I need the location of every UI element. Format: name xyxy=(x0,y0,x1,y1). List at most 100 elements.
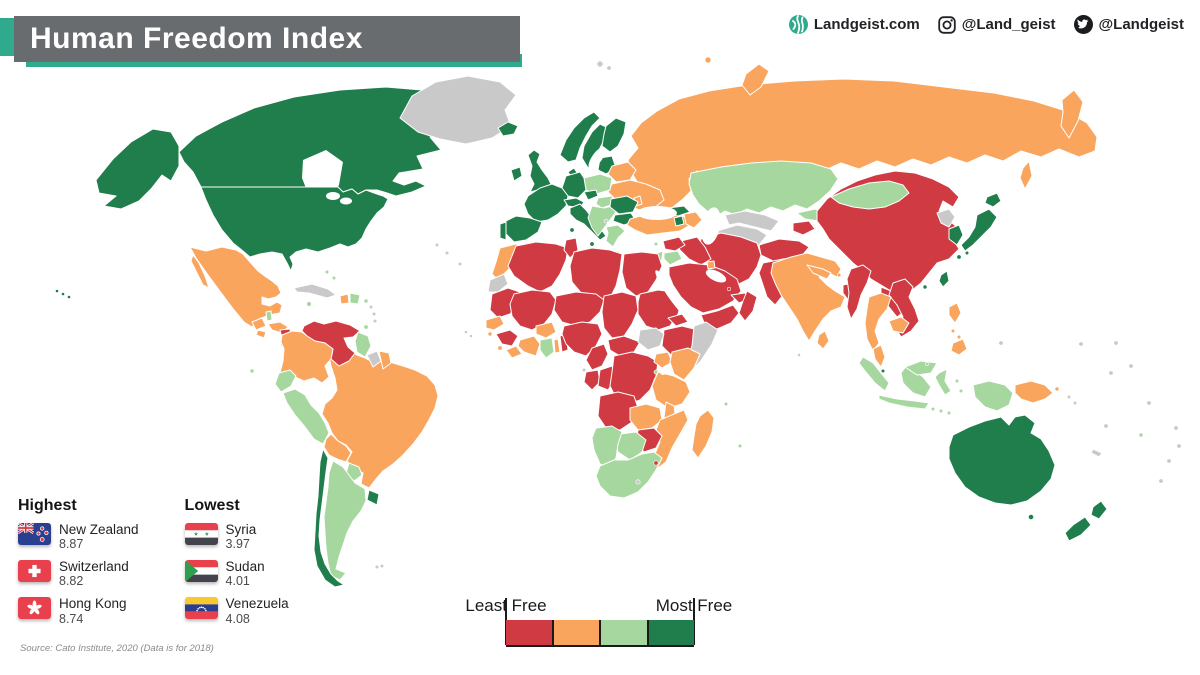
baltic-sea xyxy=(588,146,606,170)
balkan-microstates xyxy=(603,218,609,224)
legend-country-score: 8.87 xyxy=(59,537,84,552)
equatorial-guinea xyxy=(581,367,587,373)
norway xyxy=(559,111,601,163)
twitter-link[interactable]: @Landgeist xyxy=(1073,15,1184,34)
legend-country-name: Switzerland xyxy=(59,559,129,575)
papua-indonesia xyxy=(972,380,1014,412)
title-bar: Human Freedom Index xyxy=(14,16,520,62)
lesser-antilles-3 xyxy=(372,318,378,324)
romania xyxy=(609,195,639,215)
website-link[interactable]: Landgeist.com xyxy=(788,15,920,34)
page-title: Human Freedom Index xyxy=(30,22,363,55)
website-label: Landgeist.com xyxy=(813,16,920,33)
galapagos xyxy=(249,368,255,374)
malaysia-peninsula xyxy=(872,344,886,368)
branding-bar: Landgeist.com @Land_geist @Landgeist xyxy=(788,15,1184,34)
canary-islands xyxy=(457,261,463,267)
hawaii xyxy=(55,289,59,293)
new-caledonia xyxy=(1090,448,1103,458)
lesser-sunda-2 xyxy=(938,408,944,414)
singapore xyxy=(880,368,886,374)
niger xyxy=(553,291,605,327)
solomon-islands xyxy=(1066,394,1072,400)
armenia xyxy=(673,215,685,227)
flag-sudan-icon xyxy=(184,560,218,583)
libya xyxy=(569,247,623,301)
falklands xyxy=(374,564,380,570)
instagram-link[interactable]: @Land_geist xyxy=(938,15,1056,34)
swatch-most-free xyxy=(646,620,694,645)
cyprus xyxy=(653,241,659,247)
trinidad xyxy=(363,324,369,330)
legend-row-hong-kong: Hong Kong 8.74 xyxy=(18,597,139,626)
papua-new-guinea xyxy=(1014,380,1054,404)
hungary-slovakia xyxy=(595,195,615,209)
lesser-antilles-2 xyxy=(371,311,377,317)
greece xyxy=(605,224,626,248)
persian-gulf xyxy=(705,269,727,283)
thailand xyxy=(864,292,892,352)
cape-verde-2 xyxy=(469,334,473,338)
uruguay xyxy=(366,489,380,506)
ghana xyxy=(539,337,555,359)
swatch-more-free xyxy=(599,620,647,645)
black-sea xyxy=(637,206,677,220)
red-sea xyxy=(655,270,691,320)
eswatini xyxy=(653,460,659,466)
jamaica xyxy=(306,301,312,307)
ireland xyxy=(510,166,523,182)
sumatra xyxy=(858,356,890,392)
tasmania xyxy=(1028,514,1034,520)
sicily xyxy=(589,241,595,247)
ecuador xyxy=(274,369,297,393)
legend-highest-title: Highest xyxy=(18,497,77,514)
title-accent xyxy=(0,18,14,56)
madeira xyxy=(444,250,450,256)
pacific-island-2 xyxy=(1078,341,1084,347)
jordan xyxy=(663,250,683,266)
burkina-faso xyxy=(535,321,557,339)
pacific-island-9 xyxy=(1176,443,1182,449)
hong-kong xyxy=(922,284,928,290)
cuba xyxy=(293,283,337,299)
legend-country-name: New Zealand xyxy=(59,522,139,537)
maldives xyxy=(797,353,801,357)
solomon-islands-2 xyxy=(1072,400,1078,406)
cameroon xyxy=(585,343,609,371)
legend-row-sudan: Sudan 4.01 xyxy=(184,559,289,589)
chile xyxy=(313,448,345,588)
sierra-leone xyxy=(497,345,503,351)
south-korea xyxy=(948,224,964,246)
legend-row-new-zealand: New Zealand 8.87 xyxy=(18,522,139,552)
lesser-sunda-3 xyxy=(946,410,952,416)
instagram-icon xyxy=(938,15,956,34)
guyana xyxy=(354,331,372,358)
cape-verde xyxy=(464,330,468,334)
mauritius xyxy=(737,443,743,449)
oman xyxy=(738,290,758,322)
usa xyxy=(200,186,389,272)
legend-lowest: Lowest Syria 3.97 xyxy=(184,497,289,635)
senegal xyxy=(485,315,505,331)
finland xyxy=(601,117,627,153)
brunei xyxy=(925,362,929,366)
scale-swatches xyxy=(506,620,694,647)
pacific-island-1 xyxy=(998,340,1004,346)
twitter-icon xyxy=(1073,15,1093,34)
novaya-zemlya xyxy=(741,63,770,96)
lesotho xyxy=(635,479,641,485)
alaska xyxy=(95,128,180,210)
flag-venezuela-icon xyxy=(184,597,218,620)
azerbaijan xyxy=(683,211,703,229)
legend-row-syria: Syria 3.97 xyxy=(184,522,289,552)
syria xyxy=(662,236,686,252)
balkans xyxy=(587,205,617,237)
honshu xyxy=(960,208,998,252)
visayas-2 xyxy=(956,334,962,340)
qatar xyxy=(726,286,732,292)
dominican-republic xyxy=(349,292,361,305)
el-salvador xyxy=(255,329,267,339)
lake-victoria xyxy=(660,369,666,375)
new-zealand-north xyxy=(1090,500,1108,520)
belize xyxy=(265,310,273,322)
